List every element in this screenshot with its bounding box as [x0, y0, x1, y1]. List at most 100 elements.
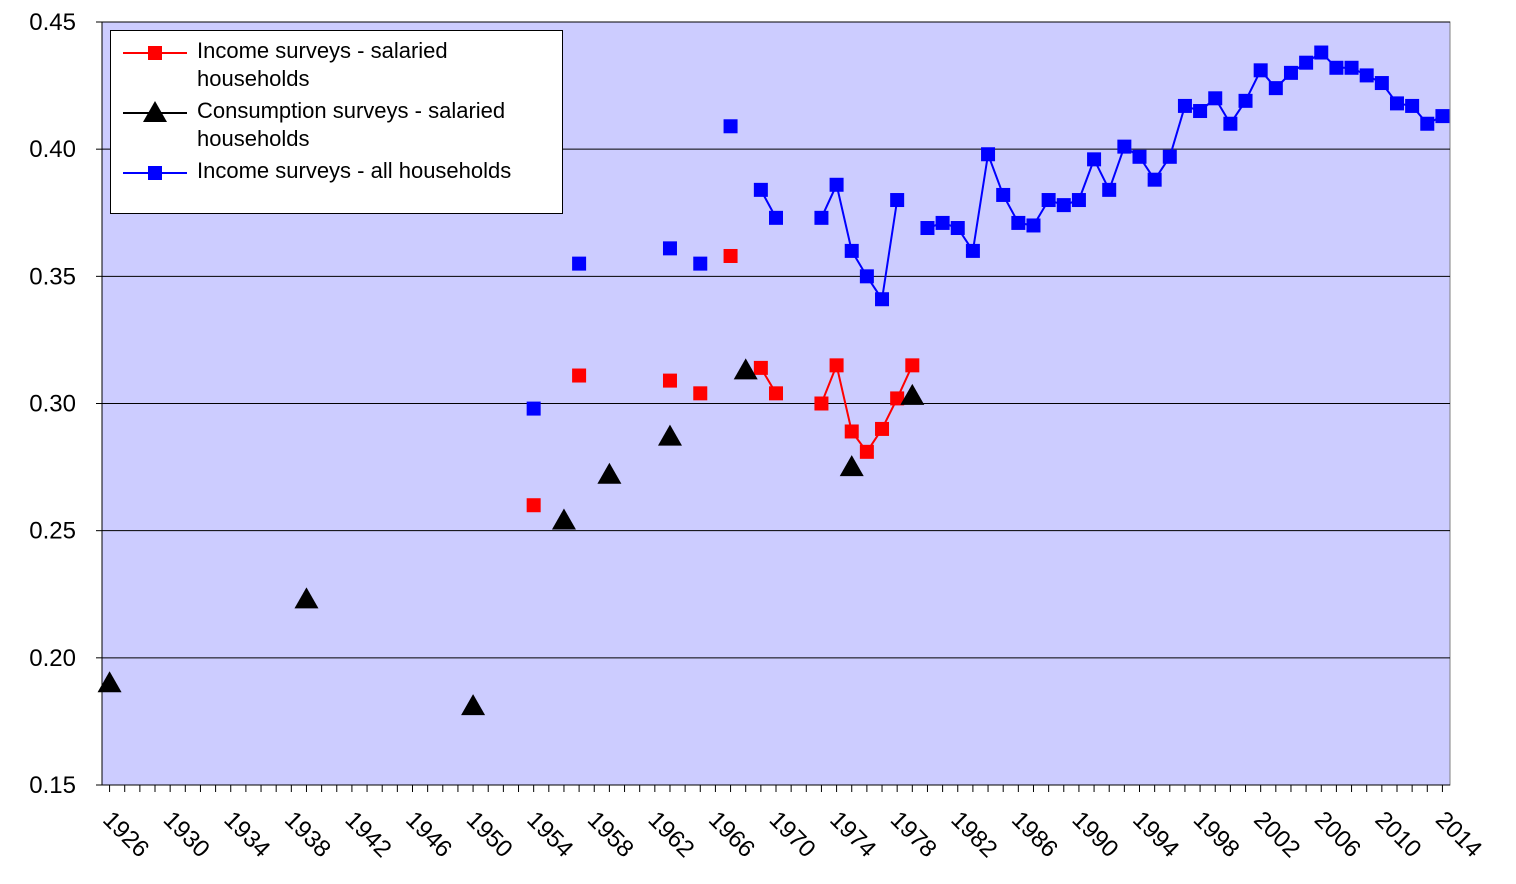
square-marker: [1238, 93, 1253, 108]
x-tick-label: 1938: [279, 806, 336, 863]
square-marker: [1041, 193, 1056, 208]
triangle-marker: [551, 508, 576, 530]
square-marker: [829, 177, 844, 192]
square-marker: [814, 210, 829, 225]
square-marker: [1177, 98, 1192, 113]
square-marker: [723, 119, 738, 134]
square-marker: [1420, 116, 1435, 131]
x-tick-label: 1978: [885, 806, 942, 863]
y-tick-label: 0.25: [29, 518, 76, 545]
square-marker: [1405, 98, 1420, 113]
legend-label: Income surveys - salaried households: [197, 38, 448, 91]
x-tick-label: 1926: [97, 806, 154, 863]
square-marker: [1283, 65, 1298, 80]
square-marker: [1344, 60, 1359, 75]
legend-item: Income surveys - all households: [121, 157, 551, 217]
x-tick-label: 1930: [158, 806, 215, 863]
triangle-marker: [461, 694, 486, 716]
square-marker: [753, 182, 768, 197]
square-marker: [996, 187, 1011, 202]
square-marker: [1314, 45, 1329, 60]
x-tick-label: 1946: [400, 806, 457, 863]
square-marker: [526, 498, 541, 513]
square-marker: [844, 243, 859, 258]
y-tick-label: 0.30: [29, 391, 76, 418]
square-marker: [890, 193, 905, 208]
x-tick-label: 1950: [461, 806, 518, 863]
legend-item: Consumption surveys - salaried household…: [121, 97, 551, 157]
square-marker: [1087, 152, 1102, 167]
legend: Income surveys - salaried households Cons…: [110, 30, 563, 214]
square-marker: [526, 401, 541, 416]
x-tick-label: 1958: [582, 806, 639, 863]
legend-swatch: [123, 46, 187, 60]
square-marker: [1132, 149, 1147, 164]
triangle-marker: [294, 587, 319, 609]
square-marker: [693, 256, 708, 271]
triangle-marker: [597, 462, 622, 484]
square-marker: [693, 386, 708, 401]
square-marker: [1374, 76, 1389, 91]
square-marker: [148, 166, 162, 180]
y-tick-label: 0.35: [29, 263, 76, 290]
square-marker: [753, 360, 768, 375]
square-marker: [572, 368, 587, 383]
y-tick-label: 0.15: [29, 772, 76, 799]
triangle-marker: [657, 424, 682, 446]
triangle-marker: [900, 383, 925, 405]
square-marker: [1056, 198, 1071, 213]
square-marker: [1071, 193, 1086, 208]
square-marker: [1359, 68, 1374, 83]
triangle-marker: [839, 455, 864, 477]
square-marker: [1299, 55, 1314, 70]
square-marker: [769, 386, 783, 401]
square-marker: [1162, 149, 1177, 164]
x-tick-label: 2014: [1430, 806, 1487, 863]
x-tick-label: 1966: [703, 806, 760, 863]
legend-label: Income surveys - all households: [197, 158, 512, 183]
square-marker: [1389, 96, 1404, 111]
square-marker: [1253, 63, 1268, 78]
x-tick-label: 1954: [521, 806, 578, 863]
x-tick-label: 1998: [1188, 806, 1245, 863]
square-marker: [905, 358, 920, 373]
square-marker: [965, 243, 980, 258]
square-marker: [723, 248, 738, 263]
square-marker: [662, 373, 677, 388]
x-tick-label: 1962: [643, 806, 700, 863]
square-marker: [935, 215, 950, 230]
square-marker: [1193, 104, 1208, 119]
square-marker: [1102, 182, 1117, 197]
square-marker: [1026, 218, 1041, 233]
square-marker: [829, 358, 844, 373]
square-marker: [859, 269, 874, 284]
square-marker: [950, 221, 965, 236]
square-marker: [1117, 139, 1132, 154]
square-marker: [769, 210, 783, 225]
square-marker: [1223, 116, 1238, 131]
x-tick-label: 2002: [1248, 806, 1305, 863]
y-tick-label: 0.45: [29, 9, 76, 36]
square-marker: [1268, 81, 1283, 96]
legend-swatch: [123, 166, 187, 180]
legend-label: Consumption surveys - salaried household…: [197, 98, 506, 151]
x-tick-label: 1990: [1067, 806, 1124, 863]
x-tick-label: 1986: [1006, 806, 1063, 863]
square-marker: [148, 46, 162, 60]
square-marker: [875, 421, 890, 436]
x-tick-label: 2006: [1309, 806, 1366, 863]
triangle-marker: [143, 101, 167, 122]
x-tick-label: 1942: [340, 806, 397, 863]
x-tick-label: 1982: [946, 806, 1003, 863]
legend-item: Income surveys - salaried households: [121, 37, 551, 97]
y-tick-label: 0.40: [29, 136, 76, 163]
square-marker: [844, 424, 859, 439]
square-marker: [875, 292, 890, 307]
x-tick-label: 1970: [764, 806, 821, 863]
x-tick-label: 1934: [218, 806, 275, 863]
square-marker: [662, 241, 677, 256]
square-marker: [1435, 109, 1450, 124]
square-marker: [814, 396, 829, 411]
